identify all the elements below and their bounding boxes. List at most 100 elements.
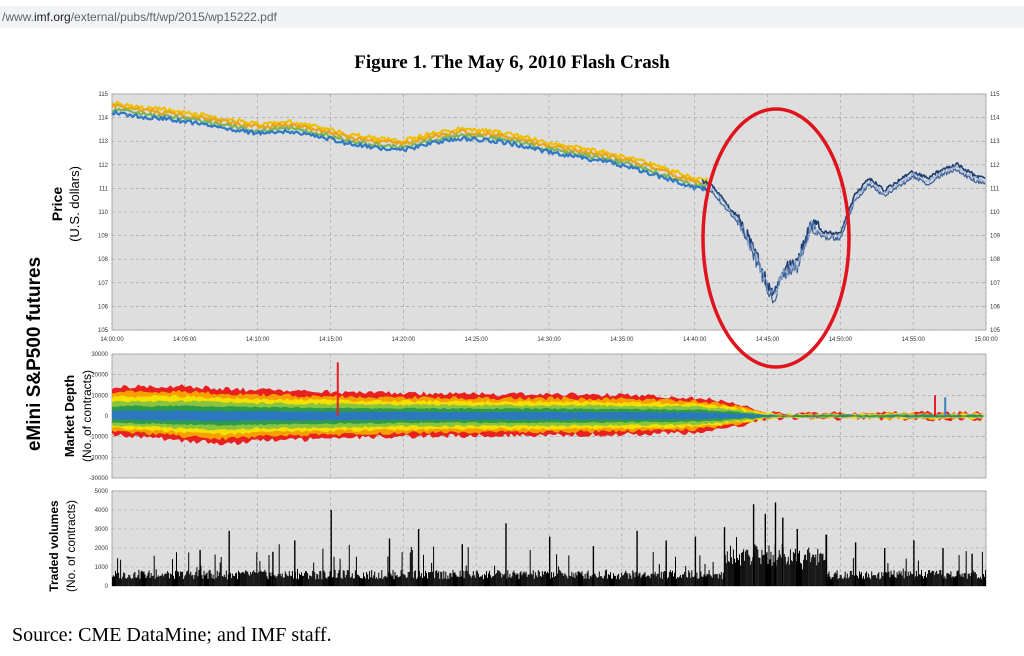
depth-y-tick: -10000 [89, 435, 108, 441]
volume-bar [882, 576, 884, 586]
price-x-ticks: 14:00:00 14:05:00 14:10:00 14:15:00 14:20:00… [100, 337, 998, 343]
volume-bar [177, 571, 178, 586]
volume-bar [736, 537, 737, 586]
volume-bar [630, 575, 632, 586]
volume-bar [423, 554, 424, 586]
volume-bar [542, 574, 544, 586]
volume-bar [401, 552, 403, 586]
volume-bar [906, 576, 908, 586]
volume-bar [844, 571, 846, 586]
volume-bar [830, 579, 832, 586]
volume-bar [457, 576, 459, 586]
volume-spike [505, 523, 507, 586]
volume-bar [727, 561, 729, 586]
volume-bar [197, 576, 199, 586]
volume-bar [828, 571, 830, 586]
volume-bar [848, 576, 850, 586]
volume-bar [981, 551, 983, 586]
volume-bar [260, 570, 262, 586]
volume-bar [740, 565, 742, 586]
volume-bar [550, 578, 551, 586]
volume-bar [200, 565, 202, 586]
volume-bar [172, 559, 173, 586]
volume-bar [555, 576, 557, 586]
volume-bar [945, 578, 947, 586]
volume-bar [443, 570, 445, 586]
volume-bar [393, 579, 395, 586]
volume-bar [901, 575, 903, 586]
url-text[interactable]: /www.imf.org/external/pubs/ft/wp/2015/wp… [2, 10, 277, 24]
volume-bar [385, 576, 387, 586]
volume-bar [959, 574, 961, 586]
volume-bar [831, 577, 833, 586]
volume-bar [659, 577, 661, 586]
price-grid [111, 93, 987, 331]
depth-ylabel-1: Market Depth [62, 375, 77, 457]
volume-bar [518, 579, 520, 586]
volume-bar [413, 571, 415, 586]
volume-bar [163, 574, 165, 586]
volume-bar [167, 572, 169, 586]
volume-spike [694, 536, 697, 586]
volume-bar [911, 574, 913, 586]
volume-bar [671, 572, 672, 586]
volume-bar [924, 575, 925, 586]
volume-bar [543, 571, 545, 586]
volume-bar [690, 577, 692, 586]
volume-bar [539, 576, 541, 586]
volume-bar [663, 571, 665, 586]
volume-bar [255, 572, 257, 586]
volume-bar [346, 570, 348, 586]
volume-bar [943, 578, 945, 586]
volume-bar [815, 554, 817, 586]
volume-bar [662, 572, 664, 586]
volume-bar [468, 574, 470, 586]
volume-bar [756, 546, 758, 586]
volume-bar [257, 573, 259, 586]
volume-bar [123, 572, 125, 586]
volume-bar [547, 571, 548, 586]
volume-bar [633, 572, 635, 586]
volume-bar [429, 572, 431, 586]
volume-bar [288, 571, 290, 586]
price-y-tick-left: 114 [98, 116, 108, 122]
volume-bar [979, 576, 981, 586]
volume-bar [268, 555, 270, 586]
volume-bar [185, 574, 187, 586]
volume-bar [562, 573, 564, 586]
volume-bar [224, 577, 226, 586]
volume-bar [138, 569, 140, 586]
volume-bar [203, 570, 205, 586]
volume-bar [824, 559, 826, 586]
volume-bar [742, 552, 744, 586]
price-y-tick-right: 107 [990, 281, 1001, 287]
volume-bar [450, 573, 452, 586]
volume-bar [264, 569, 266, 586]
volume-bar [645, 577, 647, 586]
volume-bar [653, 574, 655, 586]
volume-bar [759, 557, 761, 586]
browser-url-bar[interactable] [0, 6, 1024, 28]
volume-bar [582, 575, 584, 586]
volume-bar [152, 575, 154, 586]
volume-bar [317, 574, 319, 586]
volume-bar [315, 579, 317, 586]
volume-bar [453, 572, 455, 586]
volume-bar [940, 570, 942, 586]
volume-bar [299, 573, 300, 586]
volume-bar [770, 551, 772, 586]
volume-bar [934, 575, 936, 586]
volume-bar [310, 575, 312, 586]
volume-bar [431, 562, 433, 586]
volume-bar [303, 575, 305, 586]
volume-bar [905, 558, 907, 586]
volume-bar [125, 578, 127, 586]
volume-bar [447, 575, 449, 586]
volume-bar [214, 554, 216, 586]
volume-bar [808, 547, 810, 586]
volume-bar [800, 562, 801, 586]
volume-bar [620, 577, 622, 586]
volume-bar [374, 571, 376, 586]
volume-bar [339, 558, 341, 586]
volume-bar [638, 573, 640, 586]
